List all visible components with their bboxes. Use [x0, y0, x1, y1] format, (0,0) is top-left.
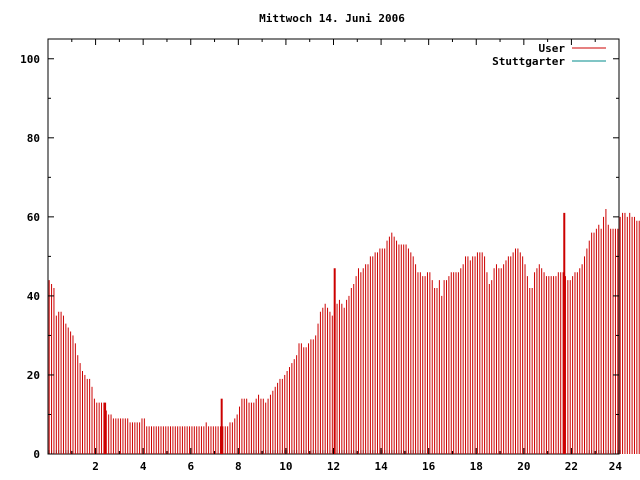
markers: [104, 212, 566, 454]
y-tick-label: 80: [27, 132, 40, 145]
x-tick-label: 6: [187, 460, 194, 473]
y-tick-label: 100: [20, 53, 40, 66]
x-tick-label: 14: [374, 460, 388, 473]
x-tick-label: 8: [235, 460, 242, 473]
x-tick-label: 18: [470, 460, 483, 473]
x-tick-label: 2: [92, 460, 99, 473]
x-tick-label: 22: [565, 460, 578, 473]
y-tick-label: 0: [33, 448, 40, 461]
plot-frame: [47, 38, 620, 455]
x-tick-label: 20: [517, 460, 530, 473]
legend-label-stuttgarter: Stuttgarter: [492, 55, 565, 68]
legend-label-user: User: [539, 42, 566, 55]
x-tick-label: 24: [609, 460, 623, 473]
x-tick-label: 10: [279, 460, 292, 473]
y-tick-label: 40: [27, 290, 40, 303]
chart-title: Mittwoch 14. Juni 2006: [259, 12, 405, 25]
x-axis: 2 4 6 8 10 12 14 16 18 20 22 24: [71, 39, 623, 473]
y-tick-label: 60: [27, 211, 40, 224]
x-tick-label: 12: [327, 460, 340, 473]
x-tick-label: 4: [140, 460, 147, 473]
y-axis: 0 20 40 60 80 100: [20, 53, 619, 461]
legend: User Stuttgarter: [492, 42, 606, 68]
series-user: [48, 208, 640, 454]
x-tick-label: 16: [422, 460, 436, 473]
y-tick-label: 20: [27, 369, 40, 382]
